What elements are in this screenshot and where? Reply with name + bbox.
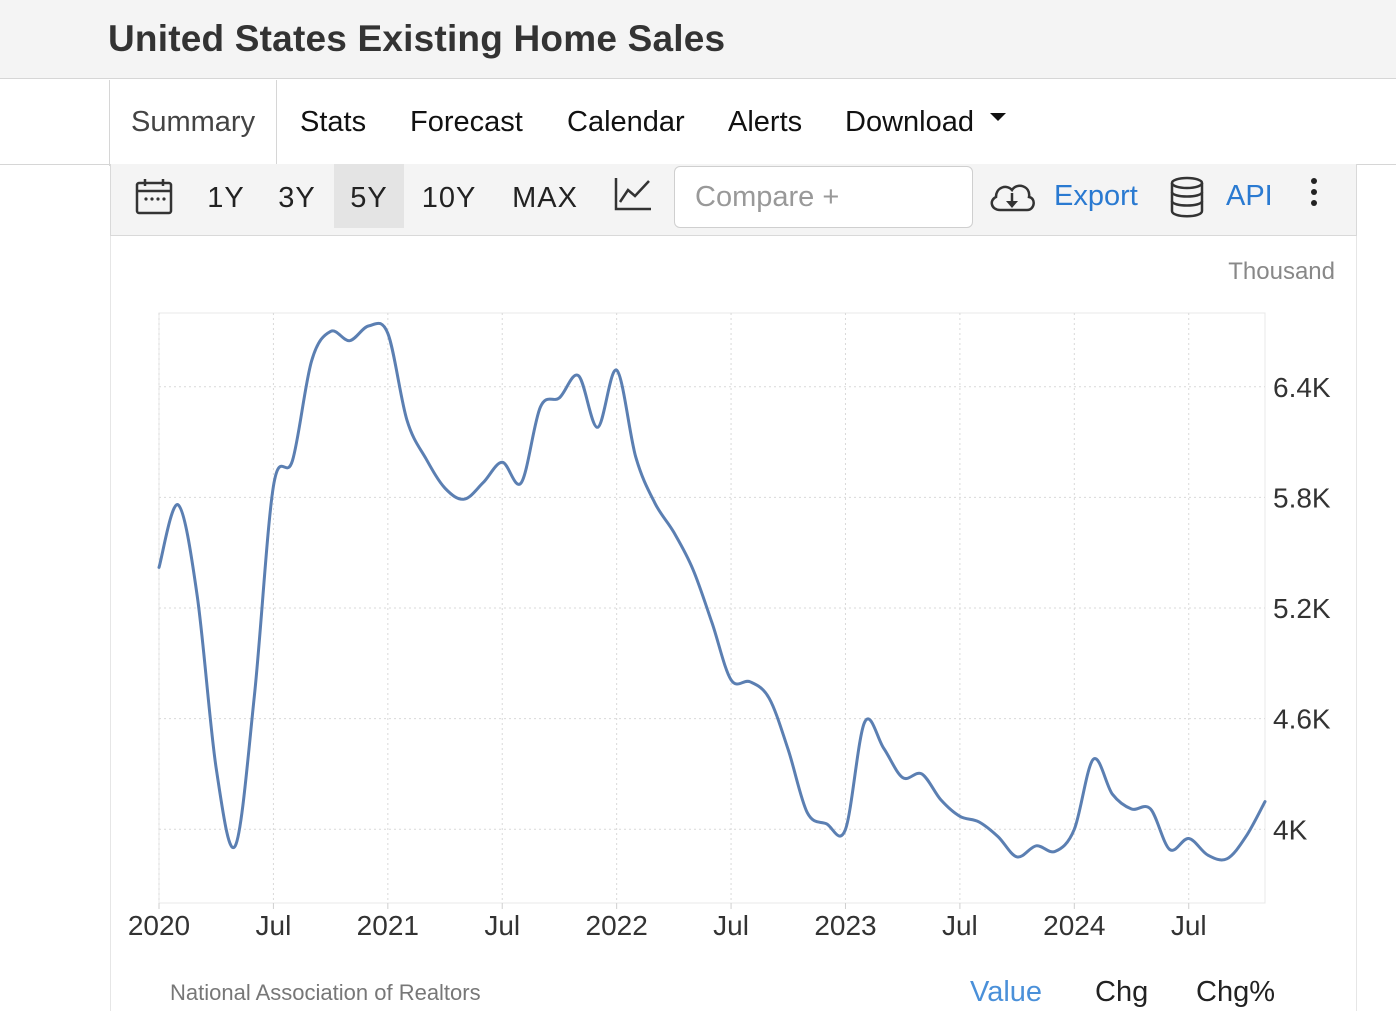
tab-download-label: Download: [845, 106, 974, 138]
chart-type-icon[interactable]: [614, 176, 652, 212]
view-tab-value[interactable]: Value: [970, 976, 1043, 1008]
tab-summary[interactable]: Summary: [109, 80, 278, 166]
caret-down-icon: [989, 113, 1006, 122]
range-10y[interactable]: 10Y: [421, 182, 477, 214]
calendar-icon[interactable]: [135, 178, 173, 216]
x-tick-label: Jul: [256, 910, 292, 941]
compare-input[interactable]: Compare +: [674, 166, 973, 228]
range-max[interactable]: MAX: [512, 182, 578, 214]
x-tick-label: 2020: [128, 910, 190, 941]
title-bar: United States Existing Home Sales: [0, 0, 1396, 79]
y-tick-label: 4.6K: [1273, 704, 1331, 735]
y-tick-label: 5.2K: [1273, 593, 1331, 624]
panel-left-border: [110, 236, 111, 1011]
tab-calendar[interactable]: Calendar: [567, 106, 685, 138]
x-tick-label: Jul: [1171, 910, 1207, 941]
x-tick-label: 2022: [586, 910, 648, 941]
x-tick-label: Jul: [942, 910, 978, 941]
page-title: United States Existing Home Sales: [108, 18, 726, 59]
x-tick-label: Jul: [713, 910, 749, 941]
tab-alerts[interactable]: Alerts: [728, 106, 803, 138]
tab-forecast[interactable]: Forecast: [410, 106, 523, 138]
y-tick-label: 5.8K: [1273, 482, 1331, 513]
range-5y[interactable]: 5Y: [334, 164, 404, 228]
y-tick-label: 6.4K: [1273, 372, 1331, 403]
unit-label: Thousand: [1228, 258, 1335, 285]
more-menu-icon[interactable]: [1311, 178, 1319, 211]
x-tick-label: 2021: [357, 910, 419, 941]
api-link[interactable]: API: [1226, 180, 1273, 212]
view-tab-chg[interactable]: Chg: [1095, 976, 1149, 1008]
export-link[interactable]: Export: [1054, 180, 1138, 212]
cloud-download-icon[interactable]: [987, 178, 1037, 216]
source-label: National Association of Realtors: [170, 980, 481, 1005]
tab-stats[interactable]: Stats: [300, 106, 367, 138]
view-tab-chg-percent[interactable]: Chg%: [1196, 976, 1275, 1008]
range-3y[interactable]: 3Y: [278, 182, 316, 214]
y-tick-label: 4K: [1273, 814, 1308, 845]
panel-right-border: [1356, 236, 1357, 1011]
x-tick-label: Jul: [484, 910, 520, 941]
x-tick-label: 2024: [1043, 910, 1105, 941]
range-1y[interactable]: 1Y: [207, 182, 245, 214]
series-line: [157, 321, 1267, 862]
database-icon: [1170, 176, 1204, 218]
chart-toolbar: 1Y 3Y 5Y 10Y MAX Compare + Export API: [110, 164, 1357, 236]
tab-download[interactable]: Download: [845, 80, 1006, 165]
x-tick-label: 2023: [814, 910, 876, 941]
